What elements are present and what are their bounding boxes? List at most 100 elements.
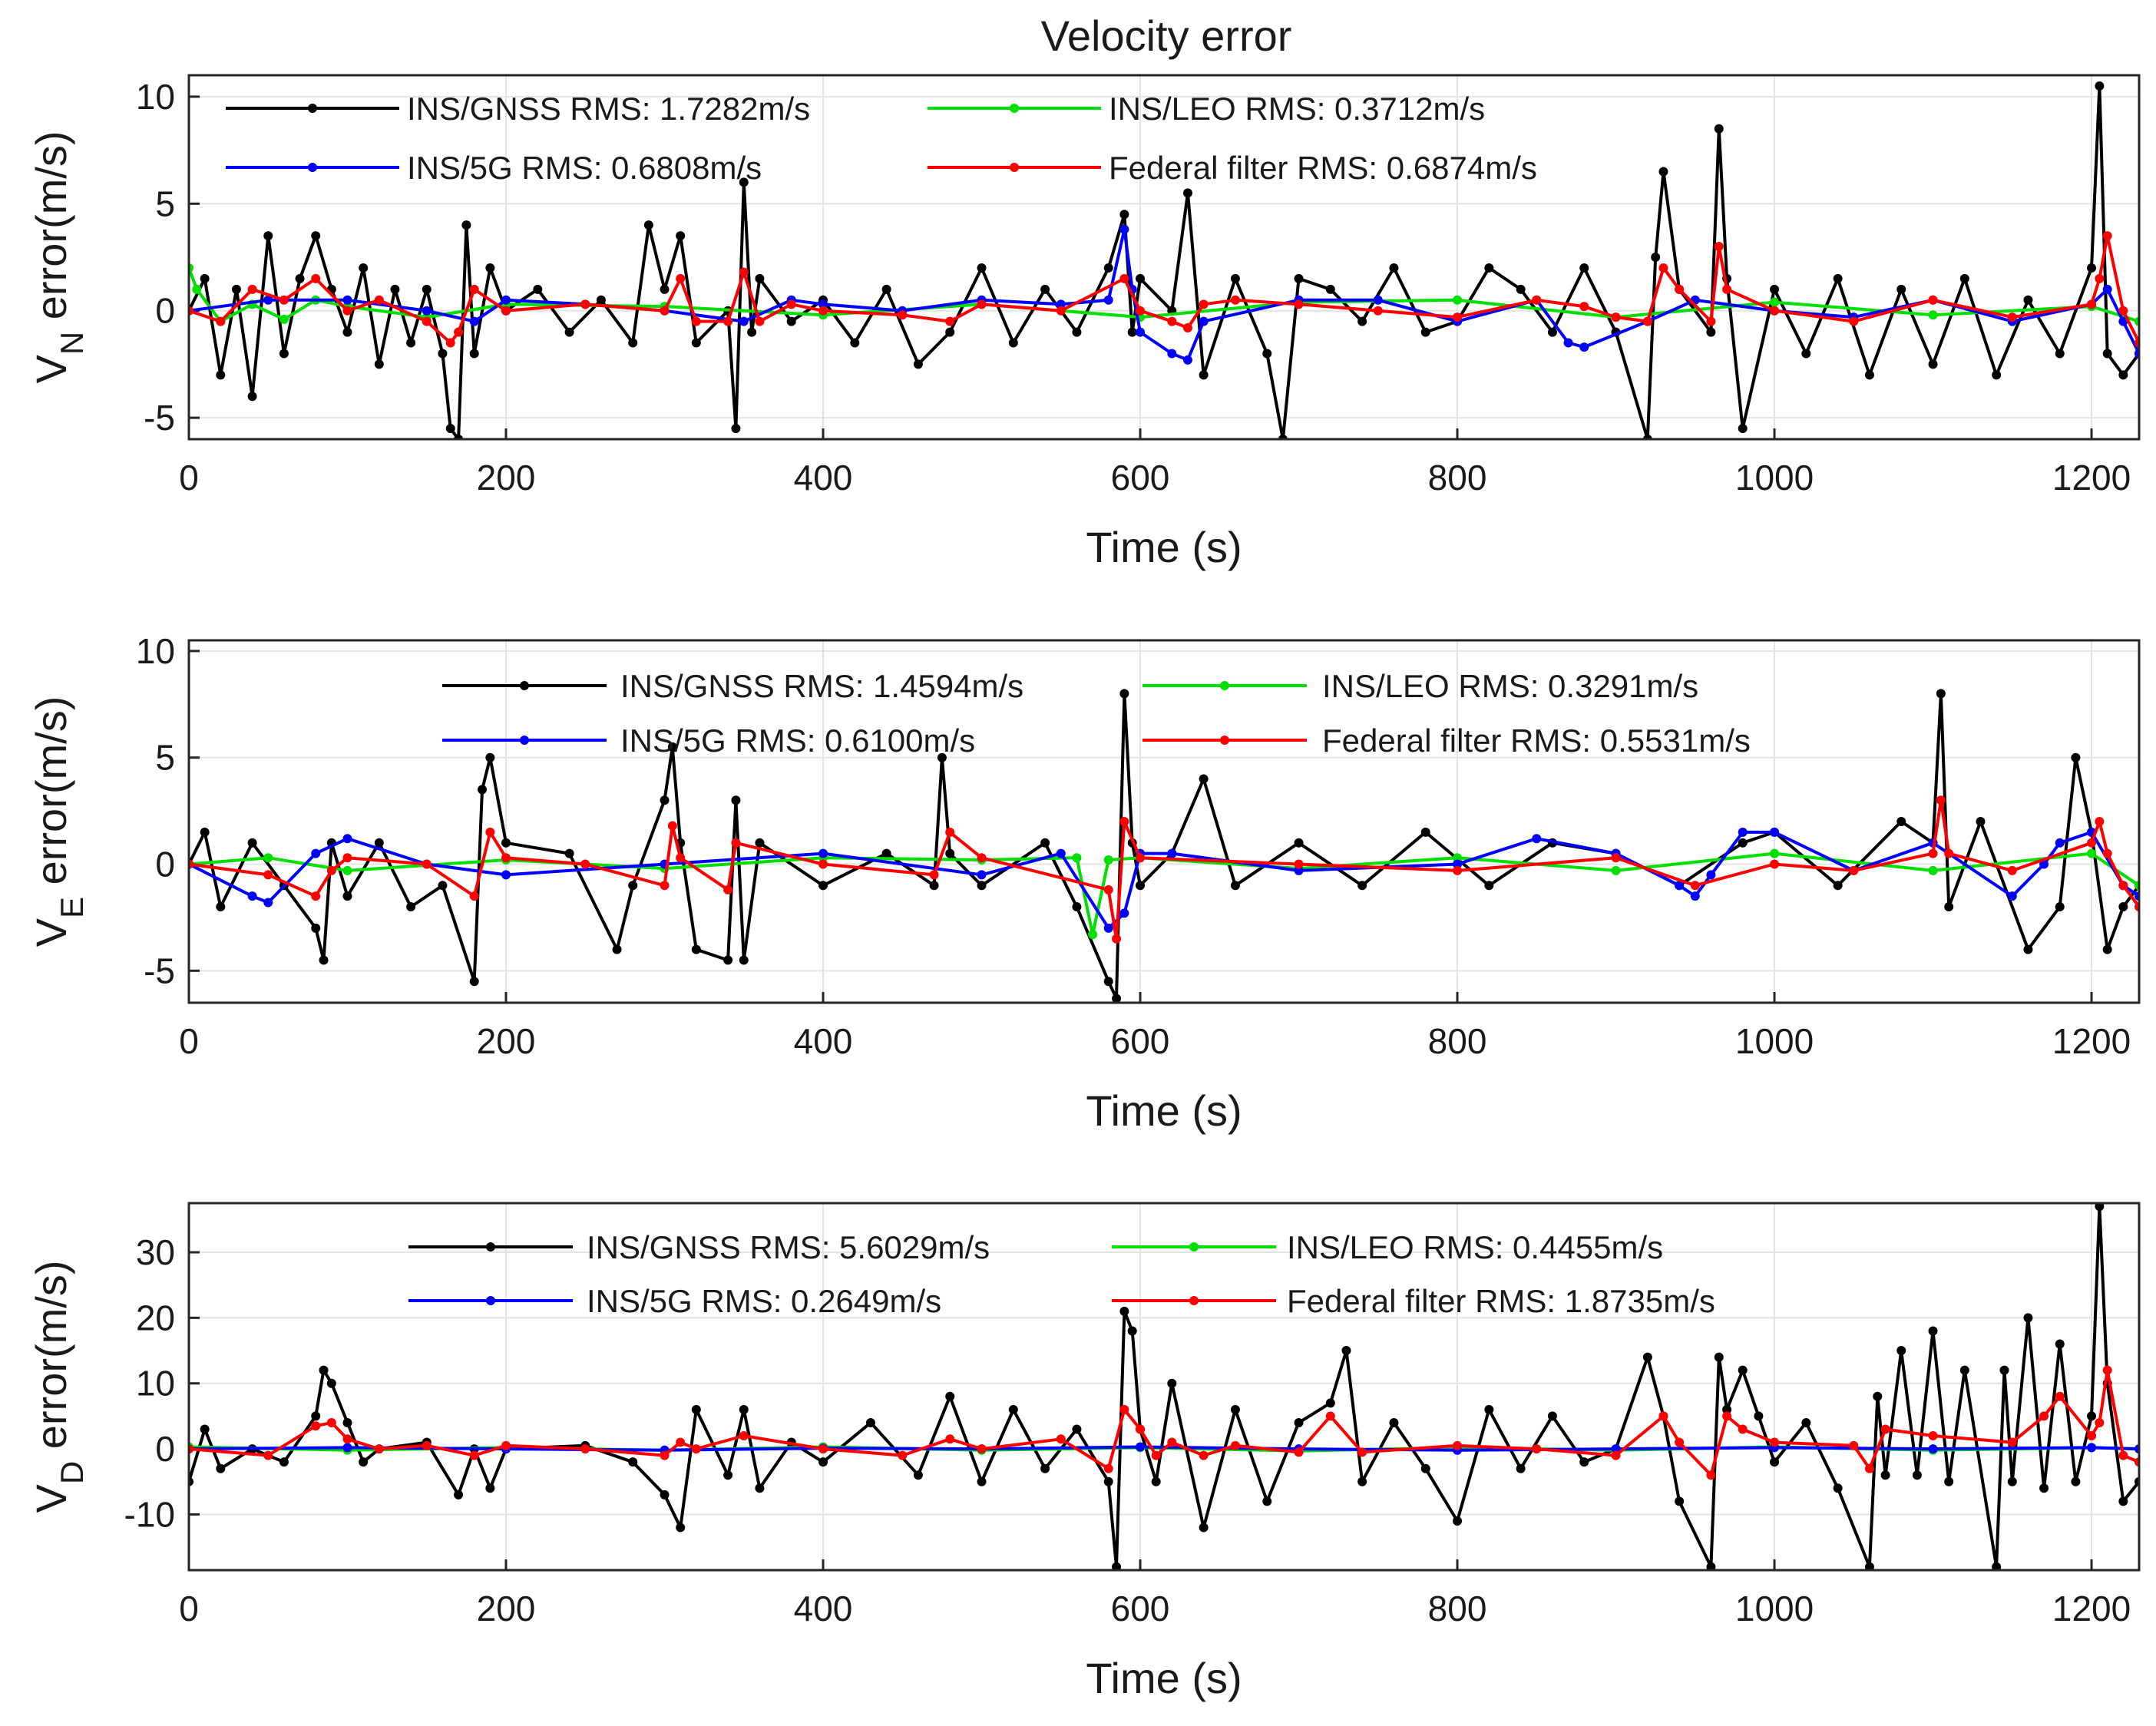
data-point — [501, 1440, 511, 1450]
legend-label: Federal filter RMS: 1.8735m/s — [1287, 1283, 1715, 1319]
legend-marker — [1010, 104, 1019, 113]
data-point — [723, 316, 733, 326]
data-point — [564, 848, 574, 858]
data-point — [898, 1450, 908, 1460]
data-point — [1722, 284, 1732, 294]
series-line-ins-leo — [189, 267, 2139, 323]
data-point — [1864, 1463, 1874, 1473]
data-point — [263, 870, 273, 880]
data-point — [1072, 853, 1082, 863]
data-point — [1136, 1442, 1146, 1452]
data-point — [1119, 1404, 1129, 1414]
data-point — [1849, 1440, 1859, 1450]
data-point — [1833, 881, 1843, 891]
data-point — [2095, 81, 2105, 91]
data-point — [691, 944, 701, 954]
legend-marker — [1189, 1242, 1199, 1252]
data-point — [2055, 1391, 2065, 1401]
data-point — [1167, 1378, 1177, 1388]
x-tick-label: 1000 — [1735, 458, 1814, 498]
data-point — [1103, 1476, 1113, 1486]
data-point — [216, 1463, 226, 1473]
data-point — [1136, 881, 1146, 891]
data-point — [1103, 977, 1113, 987]
data-point — [2071, 1476, 2081, 1486]
data-point — [1675, 1437, 1685, 1447]
data-point — [731, 424, 741, 434]
data-point — [1325, 1398, 1335, 1408]
data-point — [1127, 327, 1137, 337]
x-tick-label: 400 — [794, 458, 853, 498]
y-label-rest: error(m/s) — [27, 696, 75, 897]
data-point — [1112, 934, 1122, 944]
x-tick-label: 0 — [179, 1021, 199, 1061]
data-point — [1357, 1447, 1367, 1457]
data-point — [2095, 1417, 2105, 1427]
data-point — [1112, 1562, 1122, 1570]
data-point — [755, 1483, 765, 1493]
y-tick-label: 20 — [136, 1298, 175, 1337]
data-point — [1706, 870, 1716, 880]
data-point — [850, 338, 860, 348]
data-point — [1896, 284, 1906, 294]
legend-marker — [308, 104, 317, 113]
y-axis-label: VD error(m/s) — [27, 1261, 90, 1513]
data-point — [438, 349, 448, 359]
data-point — [1167, 848, 1177, 858]
data-point — [279, 1457, 289, 1467]
data-point — [945, 316, 955, 326]
data-point — [755, 316, 765, 326]
data-point — [1738, 838, 1748, 848]
data-point — [1738, 1424, 1748, 1434]
data-point — [501, 295, 511, 305]
data-point — [1944, 902, 1954, 912]
data-point — [247, 891, 257, 901]
series-line-federal-filter — [189, 1368, 2139, 1477]
data-point — [2118, 306, 2128, 316]
data-point — [1484, 263, 1494, 273]
data-point — [422, 316, 432, 326]
data-point — [469, 284, 479, 294]
data-point — [2102, 284, 2112, 294]
data-point — [739, 955, 749, 965]
data-point — [326, 1417, 336, 1427]
y-axis-label: VE error(m/s) — [27, 696, 90, 947]
data-point — [374, 838, 384, 848]
data-point — [1770, 1457, 1780, 1467]
data-point — [1040, 284, 1050, 294]
data-point — [1936, 795, 1946, 805]
data-point — [359, 263, 369, 273]
data-point — [469, 891, 479, 901]
data-point — [1119, 817, 1129, 826]
data-point — [1119, 273, 1129, 283]
data-point — [1896, 1346, 1906, 1356]
data-point — [1611, 853, 1621, 863]
data-point — [1341, 1346, 1351, 1356]
data-point — [1182, 188, 1192, 198]
data-point — [2102, 848, 2112, 858]
data-point — [533, 284, 543, 294]
data-point — [1770, 859, 1780, 869]
data-point — [1199, 1450, 1209, 1460]
data-point — [1532, 834, 1542, 844]
data-point — [1714, 124, 1724, 134]
y-label-subscript: N — [54, 332, 90, 355]
data-point — [1453, 853, 1463, 863]
data-point — [1928, 359, 1938, 369]
data-point — [1992, 1562, 2002, 1570]
data-point — [478, 785, 488, 795]
data-point — [374, 295, 384, 305]
y-tick-label: 10 — [136, 1364, 175, 1404]
data-point — [1182, 323, 1192, 333]
data-point — [1325, 284, 1335, 294]
data-point — [1453, 1440, 1463, 1450]
data-point — [263, 898, 273, 908]
data-point — [342, 327, 352, 337]
y-tick-label: 0 — [155, 845, 175, 884]
data-point — [1136, 1424, 1146, 1434]
data-point — [1112, 994, 1122, 1003]
series-line-federal-filter — [189, 799, 2139, 941]
data-point — [660, 284, 670, 294]
x-tick-label: 1000 — [1735, 1021, 1814, 1061]
